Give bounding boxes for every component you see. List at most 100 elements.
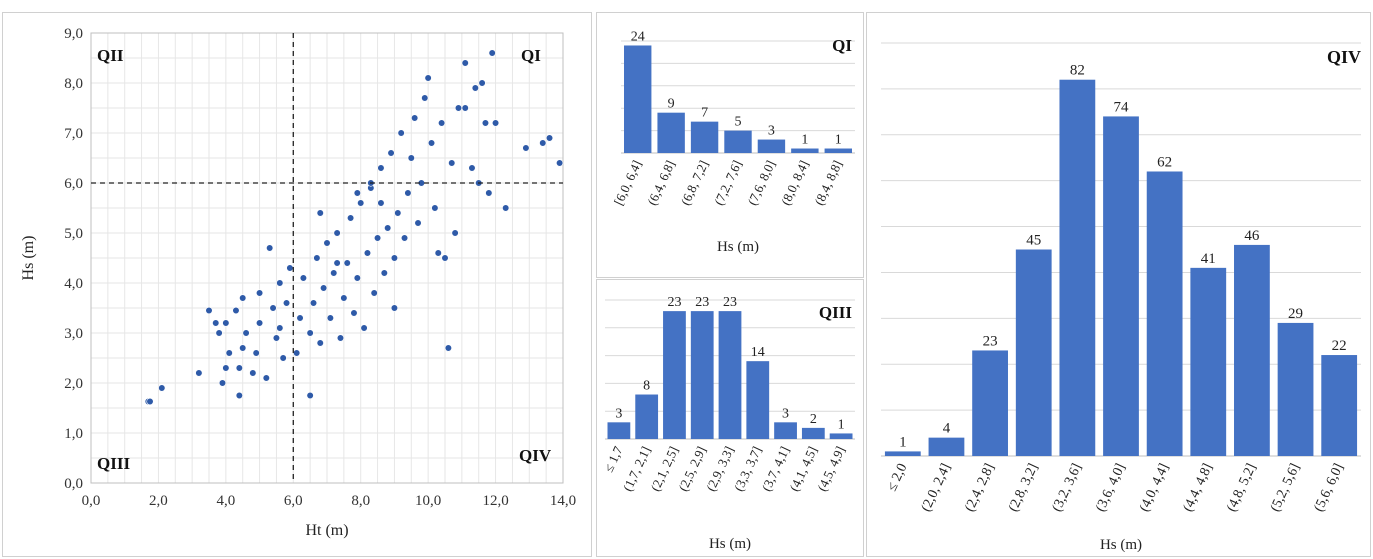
histogram-bar xyxy=(757,139,786,153)
category-label: (4,4, 4,8] xyxy=(1181,461,1216,514)
bar-value-label: 82 xyxy=(1070,63,1085,79)
bar-value-label: 23 xyxy=(983,333,998,349)
scatter-point xyxy=(421,94,429,102)
histogram-bar xyxy=(663,311,686,439)
scatter-point xyxy=(195,369,203,377)
x-tick-label: 2,0 xyxy=(149,493,168,509)
histogram-bar xyxy=(607,422,631,439)
scatter-point xyxy=(343,259,351,267)
bar-value-label: 29 xyxy=(1288,306,1303,322)
quadrant-label-qi: QI xyxy=(521,46,541,65)
scatter-point xyxy=(320,284,328,292)
category-label: (7,6, 8,0] xyxy=(744,158,778,208)
scatter-point xyxy=(255,319,264,327)
bar-value-label: 3 xyxy=(782,406,789,421)
scatter-point xyxy=(380,269,388,277)
histogram-bar xyxy=(884,451,921,456)
scatter-panel: 0,0 2,0 4,0 6,0 8,0 10,0 12,0 14,0 0,0 1,0 2,0 3,0 4… xyxy=(3,13,591,556)
qiv-histogram-panel: 1 ≤ 2,0 4 (2,0, 2,4] 23 (2,4, 2,8] 45 (2,8, 3,2… xyxy=(867,13,1370,556)
y-tick-label: 4,0 xyxy=(64,276,83,292)
scatter-point xyxy=(336,334,345,342)
scatter-point xyxy=(212,319,220,327)
scatter-point xyxy=(293,349,301,357)
bar-value-label: 3 xyxy=(768,124,775,139)
scatter-point xyxy=(431,204,439,212)
scatter-point xyxy=(330,269,338,277)
category-label: ≤ 1,7 xyxy=(601,443,626,474)
bar-value-label: 1 xyxy=(835,133,842,148)
category-label: (6,4, 6,8] xyxy=(644,158,678,208)
bar-value-label: 24 xyxy=(631,29,645,44)
scatter-point xyxy=(218,379,227,387)
scatter-point xyxy=(461,104,469,112)
scatter-point xyxy=(373,234,382,242)
category-label: (8,0, 8,4] xyxy=(778,158,812,208)
scatter-point xyxy=(377,199,385,207)
x-tick-label: 10,0 xyxy=(415,493,441,509)
scatter-point xyxy=(370,289,378,297)
category-label: (2,0, 2,4] xyxy=(919,461,954,514)
histogram-bar xyxy=(1321,355,1358,456)
scatter-chart: 0,0 2,0 4,0 6,0 8,0 10,0 12,0 14,0 0,0 1,0 2,0 3,0 4… xyxy=(20,26,576,539)
scatter-point xyxy=(242,329,250,337)
scatter-point xyxy=(444,344,452,352)
histogram-bar xyxy=(1015,249,1052,456)
scatter-point xyxy=(205,306,213,315)
scatter-point xyxy=(239,294,247,302)
category-label: (6,8, 7,2] xyxy=(678,158,712,208)
histogram-bar xyxy=(1146,171,1183,456)
scatter-point xyxy=(438,119,446,127)
qi-histogram-panel: 24 [6,0, 6,4] 9 (6,4, 6,8] 7 (6,8, 7,2] 5 (7,2,… xyxy=(597,13,863,277)
qiii-histogram: 3≤ 1,78(1,7, 2,1]23(2,1, 2,5]23(2,5, 2,9… xyxy=(601,295,855,552)
bar-value-label: 7 xyxy=(701,106,708,121)
scatter-point xyxy=(427,139,436,147)
scatter-point xyxy=(451,229,459,237)
scatter-point xyxy=(276,279,284,287)
scatter-point xyxy=(390,254,399,262)
histogram-bar xyxy=(635,394,659,439)
bar-value-label: 4 xyxy=(943,421,951,437)
scatter-point xyxy=(360,324,368,332)
category-label: [6,0, 6,4] xyxy=(611,158,645,208)
scatter-point xyxy=(235,364,243,372)
histogram-quadrant-label: QIII xyxy=(819,303,852,322)
scatter-point xyxy=(249,369,257,377)
category-label: (8,4, 8,8] xyxy=(811,158,845,208)
qiv-histogram: 1 ≤ 2,0 4 (2,0, 2,4] 23 (2,4, 2,8] 45 (2,8, 3,2… xyxy=(881,42,1361,553)
category-label: ≤ 2,0 xyxy=(885,461,911,493)
bar-value-label: 46 xyxy=(1244,228,1260,244)
x-tick-label: 6,0 xyxy=(284,493,303,509)
histogram-bar xyxy=(657,112,685,153)
scatter-point xyxy=(215,329,223,337)
scatter-point xyxy=(384,224,392,232)
scatter-point xyxy=(353,189,361,197)
y-tick-label: 1,0 xyxy=(64,426,83,442)
scatter-point xyxy=(347,214,355,222)
scatter-point xyxy=(390,304,399,312)
scatter-point xyxy=(306,329,314,337)
histogram-bar xyxy=(774,422,797,439)
histogram-bar xyxy=(718,311,742,439)
histogram-bar xyxy=(690,311,714,439)
scatter-point xyxy=(286,264,294,272)
scatter-point xyxy=(485,189,493,197)
scatter-point xyxy=(545,134,554,142)
scatter-point xyxy=(279,354,287,362)
histogram-bar xyxy=(624,45,652,154)
scatter-point xyxy=(491,119,500,127)
y-tick-label: 8,0 xyxy=(64,76,83,92)
scatter-point xyxy=(340,294,348,302)
category-label: (4,8, 5,2] xyxy=(1224,461,1259,514)
scatter-point xyxy=(262,374,270,382)
bar-value-label: 45 xyxy=(1026,233,1041,249)
scatter-point xyxy=(235,391,243,400)
category-label: (2,4, 2,8] xyxy=(962,461,997,514)
scatter-point xyxy=(424,74,432,82)
histogram-bar xyxy=(746,361,770,439)
scatter-point xyxy=(313,254,321,262)
scatter-point xyxy=(316,339,324,347)
scatter-point xyxy=(448,159,456,167)
x-axis-title: Hs (m) xyxy=(709,536,751,552)
bar-value-label: 22 xyxy=(1332,338,1347,354)
scatter-point xyxy=(400,234,409,242)
